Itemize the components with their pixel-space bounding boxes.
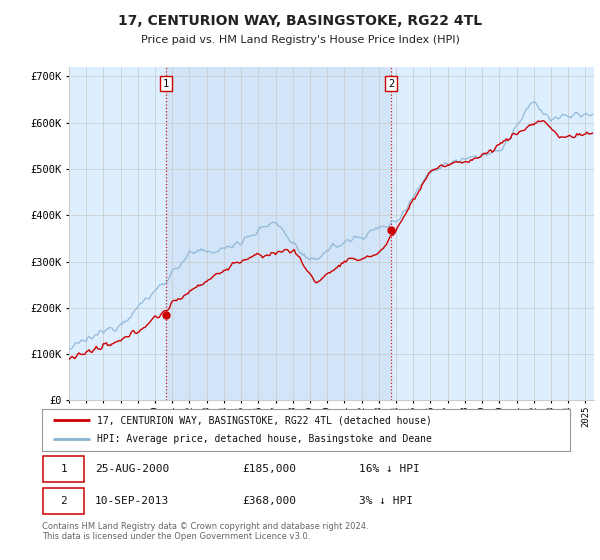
Text: 1: 1 — [163, 79, 169, 89]
FancyBboxPatch shape — [43, 456, 84, 482]
Text: £185,000: £185,000 — [242, 464, 296, 474]
Text: Contains HM Land Registry data © Crown copyright and database right 2024.
This d: Contains HM Land Registry data © Crown c… — [42, 522, 368, 542]
Text: 17, CENTURION WAY, BASINGSTOKE, RG22 4TL (detached house): 17, CENTURION WAY, BASINGSTOKE, RG22 4TL… — [97, 415, 433, 425]
Text: HPI: Average price, detached house, Basingstoke and Deane: HPI: Average price, detached house, Basi… — [97, 435, 433, 445]
Bar — [166, 67, 391, 400]
Text: 2: 2 — [388, 79, 394, 89]
Text: £368,000: £368,000 — [242, 496, 296, 506]
Text: 17, CENTURION WAY, BASINGSTOKE, RG22 4TL: 17, CENTURION WAY, BASINGSTOKE, RG22 4TL — [118, 14, 482, 28]
Text: 3% ↓ HPI: 3% ↓ HPI — [359, 496, 413, 506]
Text: 25-AUG-2000: 25-AUG-2000 — [95, 464, 169, 474]
Text: Price paid vs. HM Land Registry's House Price Index (HPI): Price paid vs. HM Land Registry's House … — [140, 35, 460, 45]
Text: 2: 2 — [60, 496, 67, 506]
Bar — [166, 67, 391, 400]
FancyBboxPatch shape — [43, 488, 84, 514]
Text: 16% ↓ HPI: 16% ↓ HPI — [359, 464, 419, 474]
Text: 1: 1 — [60, 464, 67, 474]
Text: 10-SEP-2013: 10-SEP-2013 — [95, 496, 169, 506]
